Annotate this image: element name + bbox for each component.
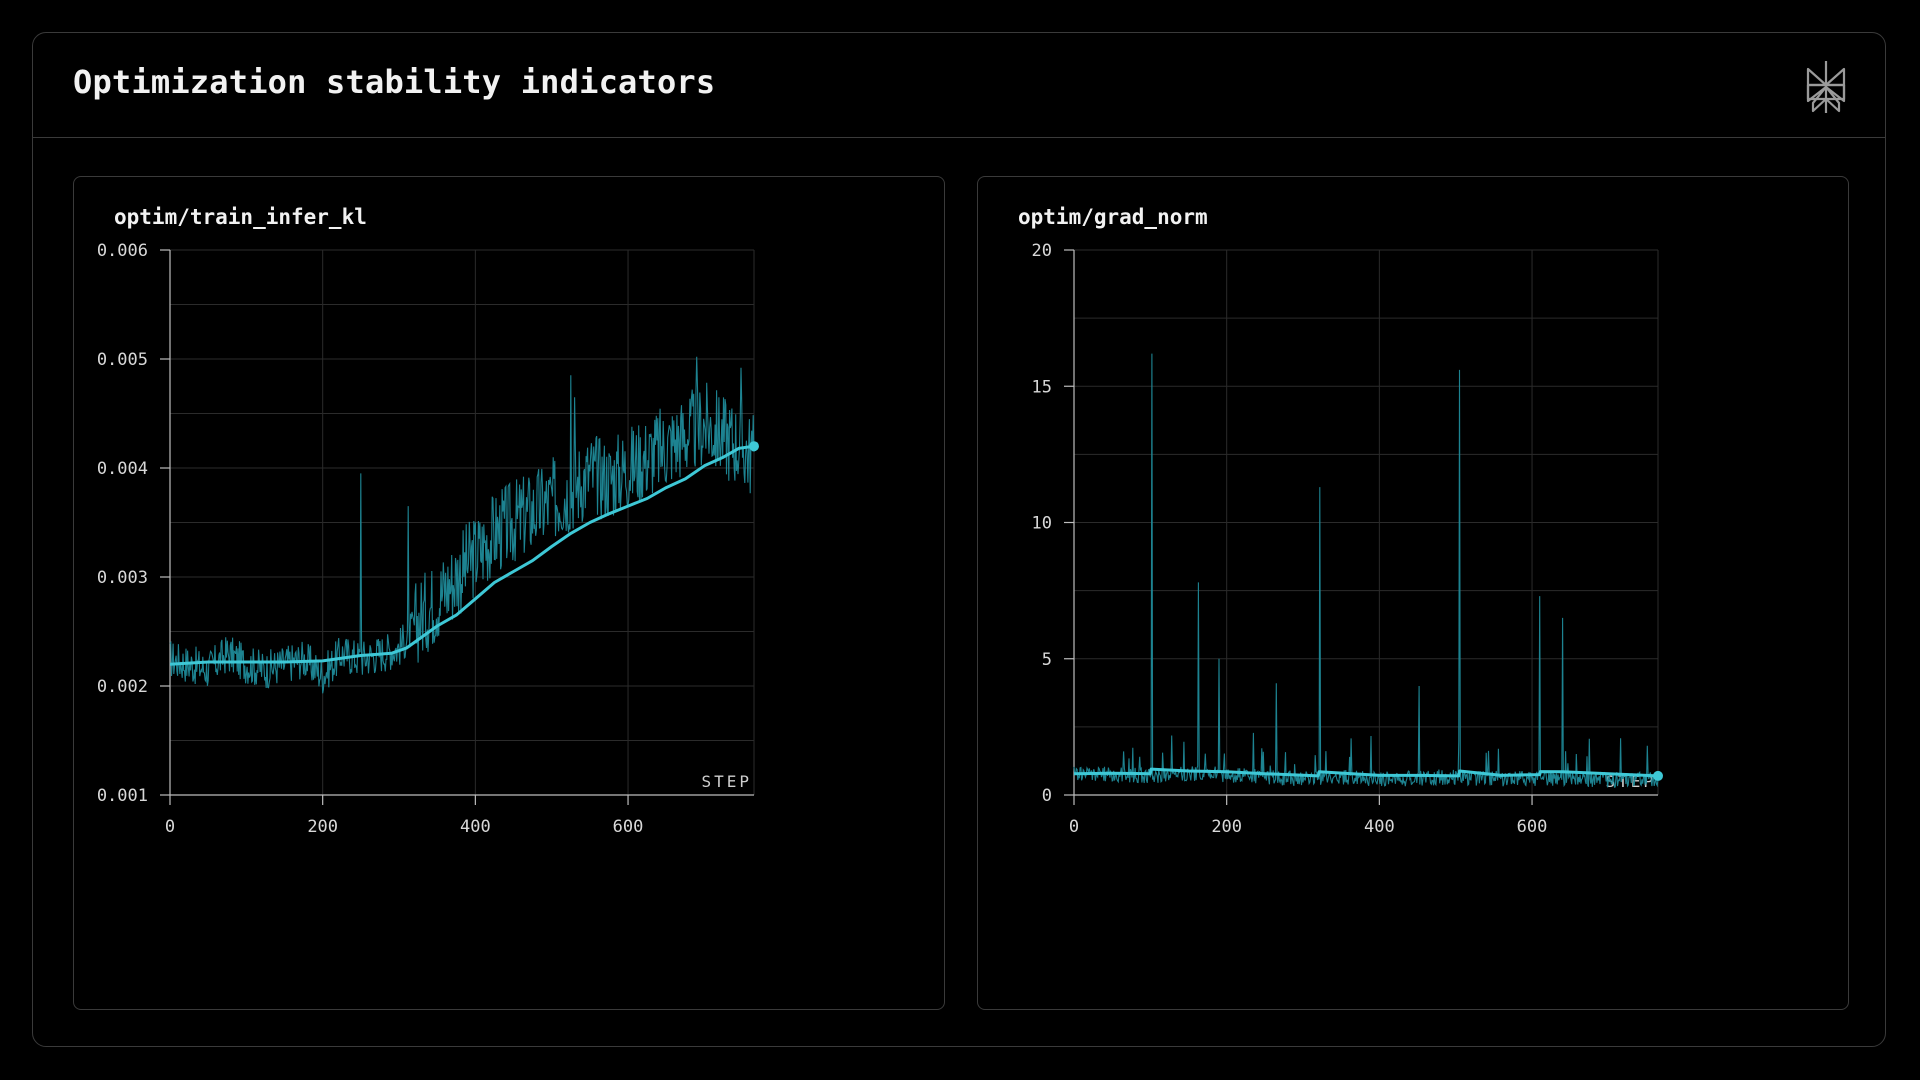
train-infer-kl-chart: 0.001 0.002 0.003 0.004 0.005 0.006 0 200 400 600… [97,241,759,837]
series-endpoint-marker [1653,770,1663,781]
smoothed-series-line [169,444,755,666]
chart-panel-grad-norm: optim/grad_norm 0 5 10 15 20 0 200 400 600 STEP [977,176,1849,1010]
x-tick-label: 600 [1517,817,1548,837]
chart-title: optim/grad_norm [1018,205,1208,229]
x-tick-label: 0 [1069,817,1079,837]
y-tick-label: 0.005 [97,350,148,370]
y-tick-label: 10 [1032,514,1052,534]
perplexity-logo-icon [1806,61,1846,113]
chart-panel-train-infer-kl: optim/train_infer_kl 0.001 0.002 0.003 0.00… [73,176,945,1010]
y-tick-label: 5 [1042,650,1052,670]
y-tick-label: 0.004 [97,459,148,479]
x-tick-label: 400 [460,817,491,837]
dashboard-frame: Optimization stability indicators optim/… [32,32,1886,1047]
y-tick-label: 0.006 [97,241,148,261]
y-tick-label: 0.001 [97,786,148,806]
header: Optimization stability indicators [33,33,1885,138]
series-endpoint-marker [749,441,759,452]
x-tick-label: 200 [1211,817,1242,837]
y-tick-label: 20 [1032,241,1052,261]
y-tick-label: 0.002 [97,677,148,697]
y-tick-label: 0.003 [97,568,148,588]
raw-series-line [169,356,755,694]
x-tick-label: 600 [613,817,644,837]
x-tick-label: 400 [1364,817,1395,837]
raw-series-line [1073,353,1659,788]
y-tick-label: 0 [1042,786,1052,806]
chart-title: optim/train_infer_kl [114,205,367,229]
page-title: Optimization stability indicators [73,63,716,101]
x-axis-label: STEP [701,772,752,791]
x-tick-label: 0 [165,817,175,837]
smoothed-series-line [1073,767,1659,778]
x-tick-label: 200 [307,817,338,837]
y-tick-label: 15 [1032,377,1052,397]
